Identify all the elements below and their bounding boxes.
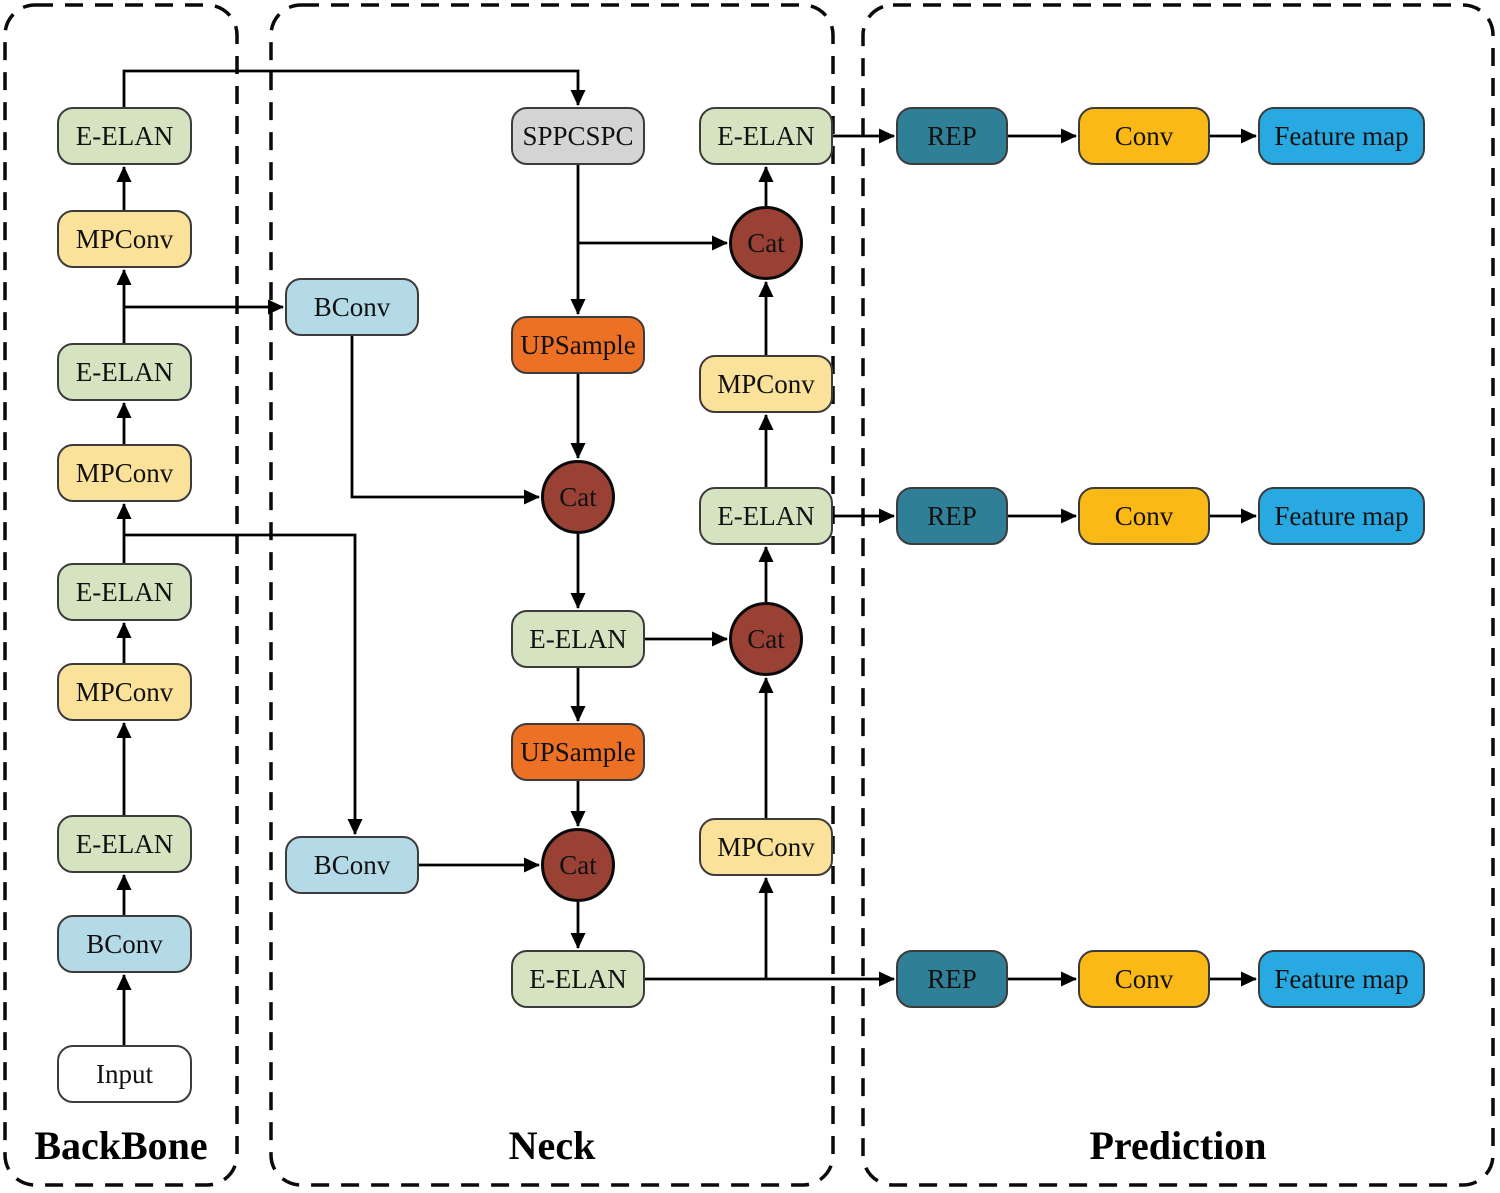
- node-eelan-neck-top-right: E-ELAN: [699, 107, 833, 165]
- node-rep-1: REP: [896, 107, 1008, 165]
- node-bconv-neck-2: BConv: [285, 836, 419, 894]
- node-mpconv-neck-lower: MPConv: [699, 818, 833, 876]
- node-conv-3: Conv: [1078, 950, 1210, 1008]
- node-eelan-backbone-4: E-ELAN: [57, 815, 192, 873]
- node-conv-2: Conv: [1078, 487, 1210, 545]
- node-cat-4: Cat: [729, 602, 803, 676]
- node-rep-3: REP: [896, 950, 1008, 1008]
- node-cat-3: Cat: [541, 828, 615, 902]
- node-upsample-1: UPSample: [511, 316, 645, 374]
- connection-arrows: [116, 69, 1257, 1045]
- node-bconv-neck-1: BConv: [285, 278, 419, 336]
- node-mpconv-backbone-2: MPConv: [57, 444, 192, 502]
- section-label-neck: Neck: [508, 1123, 596, 1168]
- section-label-backbone: BackBone: [34, 1123, 208, 1168]
- node-eelan-neck-bottom: E-ELAN: [511, 950, 645, 1008]
- node-mpconv-neck-upper: MPConv: [699, 355, 833, 413]
- node-feature-map-2: Feature map: [1258, 487, 1425, 545]
- node-mpconv-backbone-3: MPConv: [57, 663, 192, 721]
- node-cat-1: Cat: [541, 460, 615, 534]
- node-input: Input: [57, 1045, 192, 1103]
- node-cat-2: Cat: [729, 206, 803, 280]
- node-eelan-neck-mid: E-ELAN: [511, 610, 645, 668]
- node-rep-2: REP: [896, 487, 1008, 545]
- node-conv-1: Conv: [1078, 107, 1210, 165]
- node-sppcspc: SPPCSPC: [511, 107, 645, 165]
- node-bconv-backbone: BConv: [57, 915, 192, 973]
- node-eelan-backbone-3: E-ELAN: [57, 563, 192, 621]
- node-feature-map-1: Feature map: [1258, 107, 1425, 165]
- node-eelan-neck-mid-right: E-ELAN: [699, 487, 833, 545]
- node-eelan-backbone-2: E-ELAN: [57, 343, 192, 401]
- section-borders: [3, 3, 1495, 1187]
- node-eelan-backbone-1: E-ELAN: [57, 107, 192, 165]
- node-upsample-2: UPSample: [511, 723, 645, 781]
- section-label-prediction: Prediction: [1089, 1123, 1267, 1168]
- node-mpconv-backbone-1: MPConv: [57, 210, 192, 268]
- node-feature-map-3: Feature map: [1258, 950, 1425, 1008]
